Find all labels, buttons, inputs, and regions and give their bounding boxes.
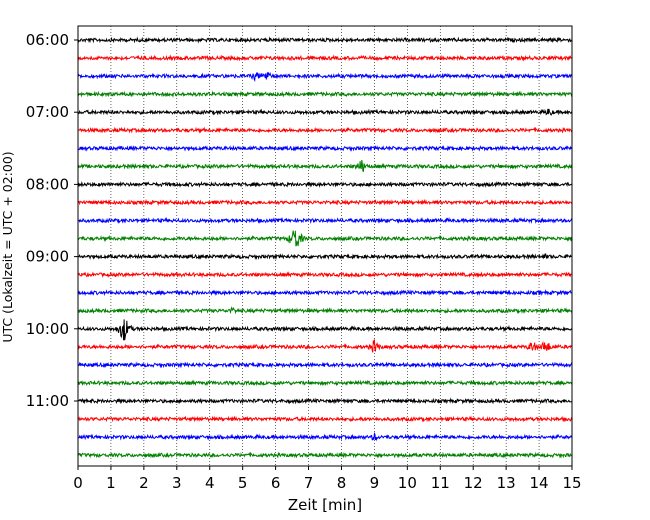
x-tick-label: 15 xyxy=(562,474,581,492)
x-tick-label: 4 xyxy=(205,474,215,492)
seismic-trace xyxy=(77,126,573,134)
seismic-trace xyxy=(77,361,573,369)
x-tick-label: 6 xyxy=(271,474,281,492)
plot-frame xyxy=(77,25,573,467)
seismic-trace xyxy=(77,379,573,387)
x-tick-label: 9 xyxy=(370,474,380,492)
seismic-trace xyxy=(77,319,573,341)
seismic-trace xyxy=(77,415,573,423)
seismic-trace xyxy=(77,90,573,98)
seismic-trace xyxy=(77,180,573,188)
seismic-trace xyxy=(77,144,573,152)
y-axis-label: UTC (Lokalzeit = UTC + 02:00) xyxy=(0,151,15,342)
seismic-trace xyxy=(77,289,573,297)
x-tick-label: 10 xyxy=(398,474,417,492)
y-tick-label: 07:00 xyxy=(26,103,69,121)
seismic-trace xyxy=(77,36,573,44)
x-tick-label: 3 xyxy=(172,474,182,492)
x-tick-label: 1 xyxy=(106,474,116,492)
seismic-trace xyxy=(77,306,573,315)
seismic-trace xyxy=(77,253,573,261)
y-tick-label: 08:00 xyxy=(26,175,69,193)
x-tick-label: 0 xyxy=(73,474,83,492)
seismic-trace xyxy=(77,108,573,116)
y-axis-ticks: 06:00 07:00 08:00 09:00 10:00 11:00 xyxy=(26,31,78,410)
seismic-trace xyxy=(77,198,573,207)
seismic-trace xyxy=(77,451,573,459)
x-tick-label: 12 xyxy=(464,474,483,492)
y-tick-label: 09:00 xyxy=(26,248,69,266)
seismic-trace xyxy=(77,159,573,173)
traces xyxy=(77,36,573,459)
seismic-trace xyxy=(77,216,573,224)
y-tick-label: 11:00 xyxy=(26,392,69,410)
x-grid xyxy=(110,26,540,466)
x-tick-label: 2 xyxy=(139,474,149,492)
x-tick-label: 11 xyxy=(431,474,450,492)
seismic-trace xyxy=(77,54,573,62)
x-tick-label: 13 xyxy=(497,474,516,492)
x-axis-ticks: 0 1 2 3 4 5 6 7 8 9 10 11 12 13 14 15 xyxy=(73,466,582,492)
seismic-trace xyxy=(77,339,573,353)
seismic-trace xyxy=(77,71,573,83)
x-tick-label: 5 xyxy=(238,474,248,492)
x-tick-label: 14 xyxy=(530,474,549,492)
y-tick-label: 06:00 xyxy=(26,31,69,49)
y-tick-label: 10:00 xyxy=(26,320,69,338)
seismic-trace xyxy=(77,432,573,442)
seismic-trace xyxy=(77,230,573,247)
x-axis-label: Zeit [min] xyxy=(288,496,362,514)
seismic-trace xyxy=(77,270,573,279)
x-tick-label: 7 xyxy=(304,474,314,492)
x-tick-label: 8 xyxy=(337,474,347,492)
seismic-trace xyxy=(77,397,573,405)
